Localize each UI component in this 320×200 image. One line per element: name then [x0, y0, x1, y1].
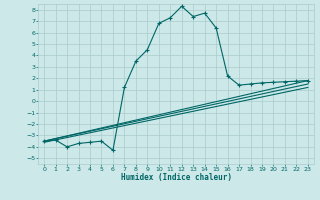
- X-axis label: Humidex (Indice chaleur): Humidex (Indice chaleur): [121, 173, 231, 182]
